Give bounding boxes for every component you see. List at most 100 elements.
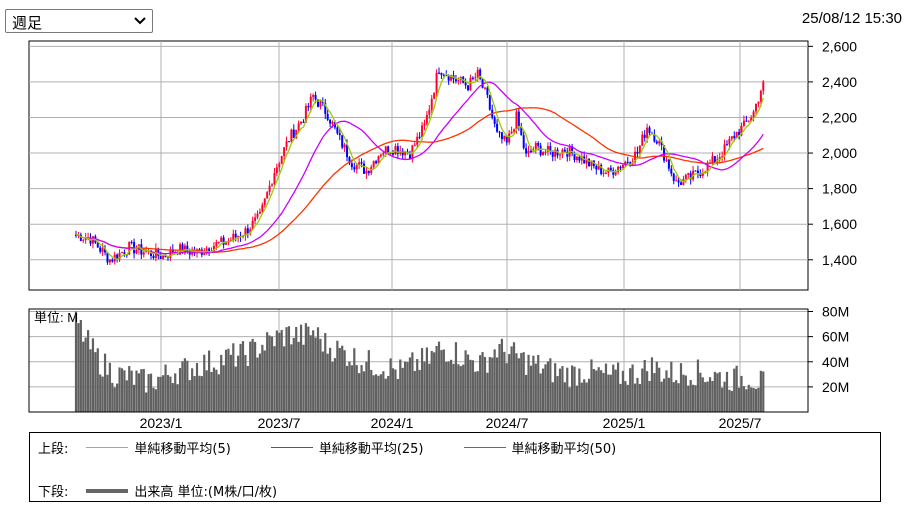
volume-bar xyxy=(600,370,603,412)
candle-body xyxy=(120,252,123,254)
candle-body xyxy=(479,69,482,79)
volume-bar xyxy=(476,371,479,412)
ma5-line xyxy=(75,73,764,261)
candle-body xyxy=(573,152,576,161)
candle-body xyxy=(684,174,687,180)
candle-body xyxy=(203,252,206,255)
candle-body xyxy=(617,166,620,173)
candle-body xyxy=(450,75,453,81)
volume-bar xyxy=(733,368,736,412)
volume-bar xyxy=(580,382,583,412)
candle-body xyxy=(675,180,678,182)
candle-body xyxy=(559,154,561,156)
candle-body xyxy=(304,106,307,123)
candle-body xyxy=(116,254,119,260)
candle-body xyxy=(578,156,581,161)
volume-bar xyxy=(556,376,559,412)
candle-body xyxy=(212,246,215,252)
volume-bar xyxy=(321,351,324,412)
volume-bar xyxy=(200,376,203,412)
candle-body xyxy=(580,156,583,161)
period-select[interactable]: 週足 xyxy=(5,9,153,33)
volume-bar xyxy=(527,354,530,412)
price-tick-label: 2,200 xyxy=(822,109,857,125)
volume-bar xyxy=(229,354,232,412)
volume-bar xyxy=(604,363,608,412)
volume-bar xyxy=(329,347,332,412)
candle-body xyxy=(513,129,516,132)
volume-bar xyxy=(336,340,339,412)
candle-body xyxy=(713,156,716,163)
volume-bar xyxy=(164,364,167,412)
volume-bar xyxy=(505,363,508,412)
volume-bar xyxy=(287,326,291,412)
candle-body xyxy=(508,133,511,143)
volume-bar xyxy=(532,355,535,412)
candle-body xyxy=(648,127,651,133)
volume-bar xyxy=(653,373,656,412)
volume-bar xyxy=(459,366,462,412)
candle-body xyxy=(474,77,477,79)
volume-bar xyxy=(379,374,383,412)
volume-bar xyxy=(701,377,704,412)
volume-bar xyxy=(525,374,528,412)
candle-body xyxy=(283,147,286,157)
candle-body xyxy=(442,74,445,76)
candle-body xyxy=(757,101,760,104)
volume-bar xyxy=(203,354,206,412)
candle-body xyxy=(457,80,460,82)
candle-body xyxy=(665,159,668,161)
candle-body xyxy=(660,141,663,146)
volume-bar xyxy=(358,373,361,412)
volume-bar xyxy=(665,370,668,412)
volume-bar xyxy=(128,366,131,412)
volume-bar xyxy=(285,327,288,412)
candle-body xyxy=(387,146,390,155)
volume-bar xyxy=(188,380,191,412)
volume-bar xyxy=(440,350,443,412)
volume-bar xyxy=(646,371,649,412)
legend-item-ma50: 単純移動平均(50) xyxy=(450,438,617,457)
candle-body xyxy=(372,161,375,168)
legend-item-ma25: 単純移動平均(25) xyxy=(257,438,424,457)
candle-body xyxy=(539,145,542,156)
candle-body xyxy=(496,123,499,132)
candle-body xyxy=(329,119,332,124)
candle-body xyxy=(295,129,298,138)
legend-volume-label: 出来高 単位:(M株/口/枚) xyxy=(134,485,278,500)
price-tick-label: 1,600 xyxy=(822,216,857,232)
volume-bar xyxy=(186,360,189,412)
volume-bar xyxy=(140,369,143,412)
candle-body xyxy=(256,213,259,218)
candle-body xyxy=(135,250,138,254)
volume-bar xyxy=(597,367,600,412)
legend-ma50-label: 単純移動平均(50) xyxy=(511,442,617,457)
volume-bar xyxy=(696,359,700,412)
candle-body xyxy=(762,81,765,91)
volume-bar xyxy=(116,383,119,412)
candle-body xyxy=(186,245,189,252)
candle-body xyxy=(469,77,472,91)
candle-body xyxy=(418,136,421,138)
candle-body xyxy=(440,72,443,75)
volume-bar xyxy=(762,371,765,412)
candle-body xyxy=(300,121,303,124)
volume-bar xyxy=(563,382,566,412)
volume-bar xyxy=(587,378,591,412)
candle-body xyxy=(237,236,240,238)
volume-bar xyxy=(585,382,588,412)
volume-tick-label: 80M xyxy=(822,304,849,320)
volume-bar xyxy=(522,352,525,412)
volume-bar xyxy=(224,349,228,412)
volume-tick-label: 60M xyxy=(822,329,849,345)
volume-bar xyxy=(222,365,225,412)
volume-bar xyxy=(130,370,133,412)
candle-body xyxy=(663,145,666,161)
volume-bar xyxy=(689,380,692,412)
candle-body xyxy=(498,131,501,133)
candle-body xyxy=(433,92,436,99)
volume-bar xyxy=(253,341,257,412)
volume-bar xyxy=(263,350,266,412)
candle-body xyxy=(638,145,641,154)
volume-bar xyxy=(249,341,252,412)
